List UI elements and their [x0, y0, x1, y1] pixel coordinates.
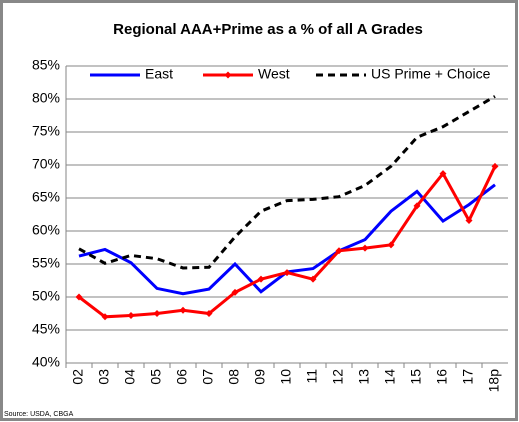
x-tick-label: 09: [252, 369, 268, 385]
y-tick-label: 45%: [32, 321, 60, 337]
x-tick-label: 10: [278, 369, 294, 385]
x-tick-label: 13: [356, 369, 372, 385]
x-tick-label: 06: [174, 369, 190, 385]
data-point: [231, 288, 239, 296]
data-point: [127, 311, 135, 319]
y-tick-label: 55%: [32, 255, 60, 271]
x-tick-label: 12: [330, 369, 346, 385]
data-point: [439, 170, 447, 178]
y-tick-label: 60%: [32, 222, 60, 238]
legend-marker: [224, 71, 232, 79]
data-point: [179, 306, 187, 314]
y-tick-label: 40%: [32, 354, 60, 370]
x-tick-label: 08: [226, 369, 242, 385]
data-point: [101, 313, 109, 321]
data-point: [153, 310, 161, 317]
data-point: [387, 241, 395, 249]
y-tick-label: 70%: [32, 156, 60, 172]
y-tick-label: 85%: [32, 57, 60, 73]
data-point: [283, 269, 291, 277]
data-point: [491, 162, 499, 170]
y-tick-label: 80%: [32, 90, 60, 106]
x-tick-label: 18p: [486, 369, 502, 393]
y-tick-label: 50%: [32, 288, 60, 304]
source-note: Source: USDA, CBGA: [4, 411, 74, 418]
data-point: [257, 275, 265, 283]
data-point: [335, 247, 343, 255]
data-point: [75, 293, 83, 301]
x-tick-label: 11: [304, 369, 320, 384]
series-line: [78, 95, 496, 270]
data-point: [309, 275, 317, 283]
y-tick-label: 65%: [32, 189, 60, 205]
x-tick-label: 07: [200, 369, 216, 385]
data-point: [465, 216, 473, 224]
chart-title: Regional AAA+Prime as a % of all A Grade…: [113, 21, 423, 38]
legend-label: East: [145, 66, 173, 82]
legend-label: US Prime + Choice: [371, 66, 491, 82]
x-tick-label: 16: [434, 369, 450, 385]
x-tick-label: 15: [408, 369, 424, 385]
x-tick-label: 05: [148, 369, 164, 385]
legend-label: West: [258, 66, 290, 82]
y-tick-label: 75%: [32, 123, 60, 139]
x-tick-label: 04: [122, 369, 138, 385]
data-point: [361, 244, 369, 252]
x-tick-label: 03: [96, 369, 112, 385]
data-point: [205, 310, 213, 317]
data-point: [413, 202, 421, 210]
x-tick-label: 14: [382, 369, 398, 385]
x-tick-label: 17: [460, 369, 476, 385]
x-tick-label: 02: [70, 369, 86, 385]
